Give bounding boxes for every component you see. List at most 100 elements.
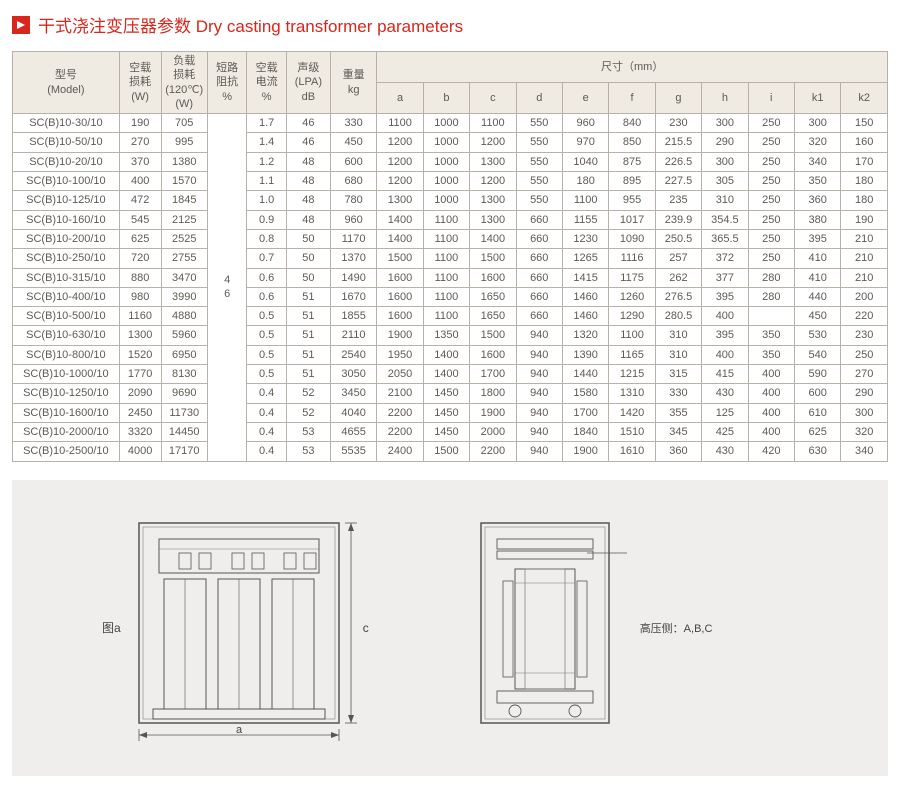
cell: 400: [119, 172, 161, 191]
cell-model: SC(B)10-630/10: [13, 326, 120, 345]
cell: 1670: [330, 287, 376, 306]
cell: 239.9: [655, 210, 701, 229]
cell: 250: [748, 172, 794, 191]
cell: 310: [702, 191, 748, 210]
table-row: SC(B)10-1000/10177081300.551305020501400…: [13, 365, 888, 384]
cell: 226.5: [655, 152, 701, 171]
cell: 270: [841, 365, 888, 384]
table-row: SC(B)10-1600/102450117300.45240402200145…: [13, 403, 888, 422]
cell: 350: [748, 345, 794, 364]
cell: 1116: [609, 249, 655, 268]
cell: 2400: [377, 442, 423, 461]
cell: 0.5: [247, 365, 286, 384]
cell: 895: [609, 172, 655, 191]
cell: 354.5: [702, 210, 748, 229]
cell: 180: [841, 191, 888, 210]
cell: 250: [748, 210, 794, 229]
cell: 1500: [470, 326, 516, 345]
cell: 600: [330, 152, 376, 171]
table-row: SC(B)10-2000/103320144500.45346552200145…: [13, 422, 888, 441]
cell: 4000: [119, 442, 161, 461]
cell: 1855: [330, 307, 376, 326]
cell: 52: [286, 403, 330, 422]
th-sound: 声级 (LPA) dB: [286, 52, 330, 114]
cell: 160: [841, 133, 888, 152]
cell: 410: [794, 268, 840, 287]
cell: 1700: [470, 365, 516, 384]
cell: 0.9: [247, 210, 286, 229]
cell: 190: [841, 210, 888, 229]
cell-model: SC(B)10-250/10: [13, 249, 120, 268]
cell: 1000: [423, 114, 469, 133]
cell: 210: [841, 268, 888, 287]
title-icon: [12, 16, 30, 34]
cell-model: SC(B)10-2500/10: [13, 442, 120, 461]
cell: 2000: [470, 422, 516, 441]
diagram-area: 图a: [12, 480, 888, 776]
cell: 48: [286, 191, 330, 210]
cell: 315: [655, 365, 701, 384]
cell: 370: [119, 152, 161, 171]
cell: 1265: [562, 249, 608, 268]
cell: 46: [286, 114, 330, 133]
table-row: SC(B)10-30/101907054 61.7463301100100011…: [13, 114, 888, 133]
cell: 940: [516, 384, 562, 403]
cell: 875: [609, 152, 655, 171]
cell-model: SC(B)10-50/10: [13, 133, 120, 152]
cell: 1.4: [247, 133, 286, 152]
cell: 1290: [609, 307, 655, 326]
cell: 0.4: [247, 422, 286, 441]
cell: 1310: [609, 384, 655, 403]
cell: 995: [161, 133, 207, 152]
cell: 17170: [161, 442, 207, 461]
cell-model: SC(B)10-20/10: [13, 152, 120, 171]
cell-model: SC(B)10-1600/10: [13, 403, 120, 422]
th-dim-e: e: [562, 83, 608, 114]
th-weight: 重量 kg: [330, 52, 376, 114]
cell: 705: [161, 114, 207, 133]
cell: 0.7: [247, 249, 286, 268]
cell: 190: [119, 114, 161, 133]
th-cur: 空载 电流 %: [247, 52, 286, 114]
cell: 1900: [470, 403, 516, 422]
cell: 230: [841, 326, 888, 345]
cell: 1900: [562, 442, 608, 461]
cell: 0.8: [247, 229, 286, 248]
cell: 290: [702, 133, 748, 152]
cell-model: SC(B)10-2000/10: [13, 422, 120, 441]
cell: 1300: [470, 210, 516, 229]
cell: 840: [609, 114, 655, 133]
cell: 440: [794, 287, 840, 306]
cell: 355: [655, 403, 701, 422]
cell: 472: [119, 191, 161, 210]
cell: 8130: [161, 365, 207, 384]
cell: 1400: [423, 345, 469, 364]
th-dim-title: 尺寸（mm）: [377, 52, 888, 83]
cell: 660: [516, 210, 562, 229]
cell: 880: [119, 268, 161, 287]
th-dim-c: c: [470, 83, 516, 114]
cell: 125: [702, 403, 748, 422]
cell: 320: [794, 133, 840, 152]
cell: 2755: [161, 249, 207, 268]
cell: 1200: [377, 152, 423, 171]
cell: 1170: [330, 229, 376, 248]
cell: 450: [330, 133, 376, 152]
cell-model: SC(B)10-315/10: [13, 268, 120, 287]
cell: 1230: [562, 229, 608, 248]
cell: 400: [702, 307, 748, 326]
cell: 1390: [562, 345, 608, 364]
cell: 1500: [470, 249, 516, 268]
cell: 1650: [470, 307, 516, 326]
cell: 1400: [377, 210, 423, 229]
diagram-front-svg: a: [129, 513, 359, 743]
cell: 215.5: [655, 133, 701, 152]
cell: 300: [841, 403, 888, 422]
cell: 1300: [470, 152, 516, 171]
dim-a-label: a: [236, 724, 243, 736]
cell: 310: [655, 345, 701, 364]
cell: 0.6: [247, 268, 286, 287]
cell: 51: [286, 287, 330, 306]
cell: 400: [702, 345, 748, 364]
cell: 235: [655, 191, 701, 210]
